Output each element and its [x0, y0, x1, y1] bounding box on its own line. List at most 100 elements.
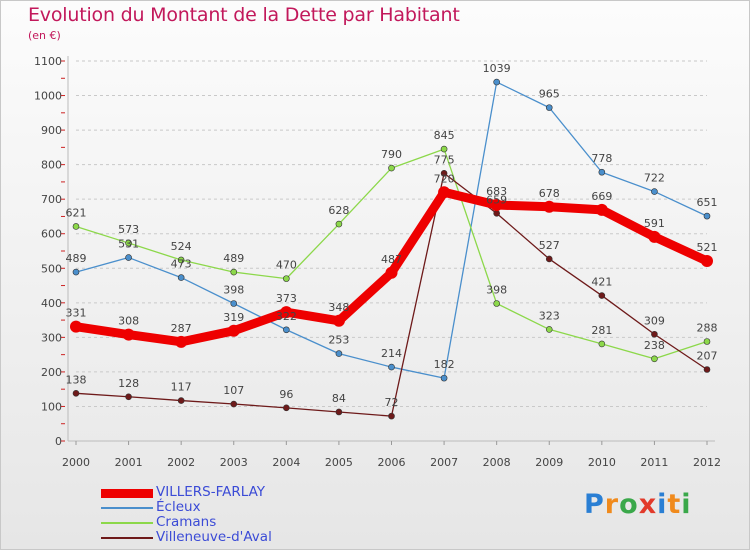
x-tick-label: 2011 [640, 456, 668, 469]
x-tick-label: 2008 [483, 456, 511, 469]
data-label-villers-farlay: 678 [539, 187, 560, 200]
y-tick-label: 400 [41, 297, 62, 310]
x-tick-label: 2005 [325, 456, 353, 469]
data-point-villeneuve-d-aval [230, 400, 238, 408]
data-label-cramans: 628 [328, 204, 349, 217]
data-point-villeneuve-d-aval [545, 255, 553, 263]
data-point-ecleux [177, 274, 185, 281]
data-label-ecleux: 722 [644, 172, 665, 185]
data-point-villers-farlay [175, 335, 188, 348]
data-label-ecleux: 531 [118, 238, 139, 251]
x-tick-label: 2006 [378, 456, 406, 469]
data-label-cramans: 288 [697, 322, 718, 335]
data-label-ecleux: 253 [328, 334, 349, 347]
data-label-cramans: 621 [66, 206, 87, 219]
data-label-villeneuve-d-aval: 107 [223, 384, 244, 397]
data-label-villers-farlay: 348 [328, 301, 349, 314]
data-label-villeneuve-d-aval: 72 [385, 396, 399, 409]
logo-letter: r [604, 489, 620, 520]
y-tick-label: 0 [55, 435, 62, 448]
logo-letter: x [638, 489, 658, 520]
x-tick-label: 2004 [272, 456, 300, 469]
y-tick-label: 1000 [34, 90, 62, 103]
data-point-cramans [440, 145, 448, 153]
data-point-villeneuve-d-aval [177, 397, 185, 404]
data-point-ecleux [545, 104, 553, 111]
chart-title: Evolution du Montant de la Dette par Hab… [28, 4, 460, 26]
data-label-ecleux: 965 [539, 88, 560, 101]
logo-letter: o [619, 489, 639, 520]
x-tick-label: 2009 [535, 456, 563, 469]
data-label-cramans: 238 [644, 339, 665, 352]
proxiti-logo: Proxiti [584, 489, 692, 520]
x-tick-label: 2012 [693, 456, 721, 469]
data-label-ecleux: 778 [591, 152, 612, 165]
y-tick-label: 600 [41, 228, 62, 241]
logo-letter: t [667, 489, 682, 520]
data-point-ecleux [72, 268, 80, 276]
data-label-villers-farlay: 720 [434, 172, 455, 185]
x-tick-label: 2007 [430, 456, 458, 469]
data-label-cramans: 524 [171, 240, 192, 253]
data-point-cramans [545, 326, 553, 333]
data-point-cramans [703, 338, 711, 345]
data-label-ecleux: 398 [223, 284, 244, 297]
x-tick-label: 2002 [167, 456, 195, 469]
data-point-villeneuve-d-aval [125, 393, 132, 401]
data-point-villeneuve-d-aval [283, 404, 290, 412]
data-label-villeneuve-d-aval: 96 [279, 388, 293, 401]
data-point-villeneuve-d-aval [388, 412, 395, 420]
data-point-villers-farlay [385, 266, 398, 279]
data-label-ecleux: 322 [276, 310, 297, 323]
data-point-villers-farlay [280, 306, 293, 319]
data-point-villers-farlay [332, 314, 345, 327]
legend-label: Écleux [156, 499, 201, 515]
data-label-cramans: 470 [276, 259, 297, 272]
data-label-villers-farlay: 319 [223, 311, 244, 324]
data-point-cramans [598, 340, 606, 348]
logo-letter: i [657, 489, 668, 520]
data-label-villers-farlay: 308 [118, 315, 139, 328]
data-point-ecleux [651, 188, 658, 195]
data-point-villers-farlay [227, 324, 240, 337]
y-tick-label: 200 [41, 366, 62, 379]
data-point-cramans [493, 300, 500, 307]
data-point-cramans [230, 268, 238, 276]
data-point-ecleux [125, 254, 132, 261]
data-label-cramans: 489 [223, 252, 244, 265]
data-label-ecleux: 182 [434, 358, 455, 371]
data-point-villers-farlay [70, 320, 82, 333]
x-tick-label: 2010 [588, 456, 616, 469]
data-label-ecleux: 489 [66, 252, 87, 265]
y-tick-label: 900 [41, 124, 62, 137]
data-label-villers-farlay: 373 [276, 292, 297, 305]
data-point-ecleux [335, 350, 343, 357]
data-label-villeneuve-d-aval: 659 [486, 193, 507, 206]
data-label-villeneuve-d-aval: 128 [118, 377, 139, 390]
data-point-villers-farlay [490, 199, 503, 212]
legend-swatch [101, 522, 153, 524]
data-point-villers-farlay [701, 255, 713, 268]
logo-letter: i [681, 489, 692, 520]
data-label-villeneuve-d-aval: 138 [66, 373, 87, 386]
data-label-ecleux: 473 [171, 258, 192, 271]
legend-swatch [101, 537, 153, 539]
y-tick-label: 100 [41, 400, 62, 413]
data-label-cramans: 398 [486, 284, 507, 297]
data-point-ecleux [388, 363, 395, 371]
data-point-ecleux [703, 212, 711, 220]
data-point-villeneuve-d-aval [703, 366, 711, 373]
data-label-villeneuve-d-aval: 309 [644, 314, 665, 327]
data-label-villers-farlay: 287 [171, 322, 192, 335]
legend-label: Cramans [156, 514, 217, 530]
data-label-ecleux: 214 [381, 347, 402, 360]
data-label-cramans: 323 [539, 309, 560, 322]
data-label-cramans: 573 [118, 223, 139, 236]
data-label-ecleux: 1039 [483, 62, 511, 75]
data-label-cramans: 790 [381, 148, 402, 161]
data-label-villers-farlay: 331 [66, 307, 87, 320]
data-point-ecleux [493, 78, 500, 86]
x-tick-label: 2003 [220, 456, 248, 469]
data-label-villeneuve-d-aval: 84 [332, 392, 346, 405]
